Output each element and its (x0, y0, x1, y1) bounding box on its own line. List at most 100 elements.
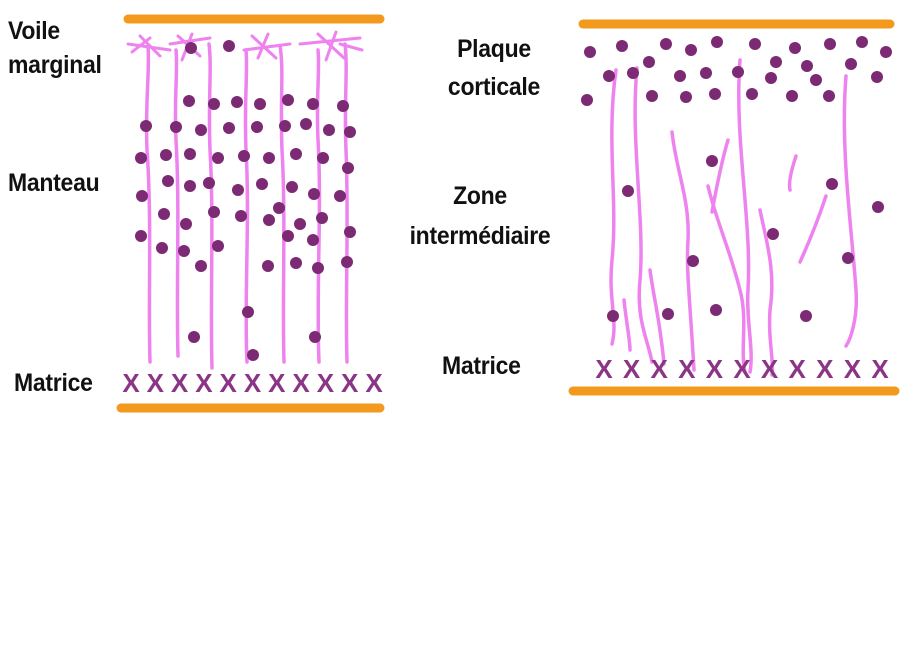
neuron-cell (307, 98, 319, 110)
matrix-mark: X (341, 368, 359, 398)
neuron-cell (183, 95, 195, 107)
neuron-cell (208, 206, 220, 218)
neuron-cell (627, 67, 639, 79)
neuron-cell (184, 180, 196, 192)
neuron-cell (185, 42, 197, 54)
neuron-cell (646, 90, 658, 102)
neuron-cell (786, 90, 798, 102)
neuron-cell (711, 36, 723, 48)
radial-fiber (622, 298, 632, 352)
neuron-cell (581, 94, 593, 106)
neuron-cell (160, 149, 172, 161)
neuron-cell (256, 178, 268, 190)
label-manteau: Manteau (8, 169, 100, 197)
label-matrice-left: Matrice (14, 369, 93, 397)
neuron-cell (178, 245, 190, 257)
matrix-mark: X (122, 368, 140, 398)
matrix-mark: X (651, 354, 669, 384)
radial-fiber (207, 42, 214, 370)
matrix-mark: X (816, 354, 834, 384)
neuron-cell (294, 218, 306, 230)
neuron-cell (856, 36, 868, 48)
neuron-cell (208, 98, 220, 110)
neuron-cell (263, 152, 275, 164)
neuron-cell (710, 304, 722, 316)
neuron-cells-right (581, 36, 892, 322)
neuron-cell (344, 226, 356, 238)
neuron-cell (789, 42, 801, 54)
label-zone-intermediaire: Zone intermédiaire (409, 182, 551, 250)
neuron-cell (251, 121, 263, 133)
neuron-cell (344, 126, 356, 138)
matrix-mark: X (871, 354, 889, 384)
matrix-mark: X (733, 354, 751, 384)
neuron-cell (184, 148, 196, 160)
neuron-cell (238, 150, 250, 162)
neuron-cell (871, 71, 883, 83)
neuron-cell (826, 178, 838, 190)
neuron-cell (282, 230, 294, 242)
radial-fiber (173, 48, 180, 358)
matrix-mark: X (268, 368, 286, 398)
neuron-cell (770, 56, 782, 68)
neuron-cell (247, 349, 259, 361)
radial-fiber (710, 138, 730, 214)
neuron-cell (316, 212, 328, 224)
radial-fiber (798, 194, 828, 264)
matrix-mark: X (761, 354, 779, 384)
neuron-cell (643, 56, 655, 68)
radial-fiber (737, 58, 753, 374)
neuron-cell (195, 124, 207, 136)
radial-fiber (278, 44, 286, 364)
neuron-cell (674, 70, 686, 82)
neuron-cell (300, 118, 312, 130)
radial-fiber (144, 44, 152, 364)
neuron-cell (180, 218, 192, 230)
neuron-cell (188, 331, 200, 343)
endfoot (126, 34, 172, 58)
matrix-mark: X (171, 368, 189, 398)
matrix-mark: X (195, 368, 213, 398)
radial-fiber (670, 130, 696, 372)
radial-fiber (343, 42, 349, 364)
neuron-cell (242, 306, 254, 318)
neuron-cell (263, 214, 275, 226)
neuron-cell (156, 242, 168, 254)
neuron-cell (706, 155, 718, 167)
neuron-cell (203, 177, 215, 189)
neuron-cell (195, 260, 207, 272)
neuron-cell (279, 120, 291, 132)
neuron-cell (212, 240, 224, 252)
neuron-cell (700, 67, 712, 79)
neuron-cell (603, 70, 615, 82)
neuron-cell (823, 90, 835, 102)
matrix-mark: X (292, 368, 310, 398)
neuron-cell (687, 255, 699, 267)
neuron-cell (286, 181, 298, 193)
neuron-cell (162, 175, 174, 187)
radial-glia-fibers-left (144, 42, 349, 370)
endfoot (298, 30, 364, 62)
matrix-mark: X (244, 368, 262, 398)
neuron-cell (223, 122, 235, 134)
radial-fiber (648, 268, 666, 366)
matrix-mark: X (220, 368, 238, 398)
matrix-mark: X (789, 354, 807, 384)
neuron-cell (170, 121, 182, 133)
neuron-cells-left (135, 40, 356, 361)
neuron-cell (709, 88, 721, 100)
neuron-cell (765, 72, 777, 84)
matrix-mark: X (623, 354, 641, 384)
neuron-cell (212, 152, 224, 164)
neuron-cell (290, 257, 302, 269)
neuron-cell (842, 252, 854, 264)
neuron-cell (680, 91, 692, 103)
neuron-cell (845, 58, 857, 70)
neuron-cell (334, 190, 346, 202)
matrix-mark: X (678, 354, 696, 384)
neuron-cell (136, 190, 148, 202)
